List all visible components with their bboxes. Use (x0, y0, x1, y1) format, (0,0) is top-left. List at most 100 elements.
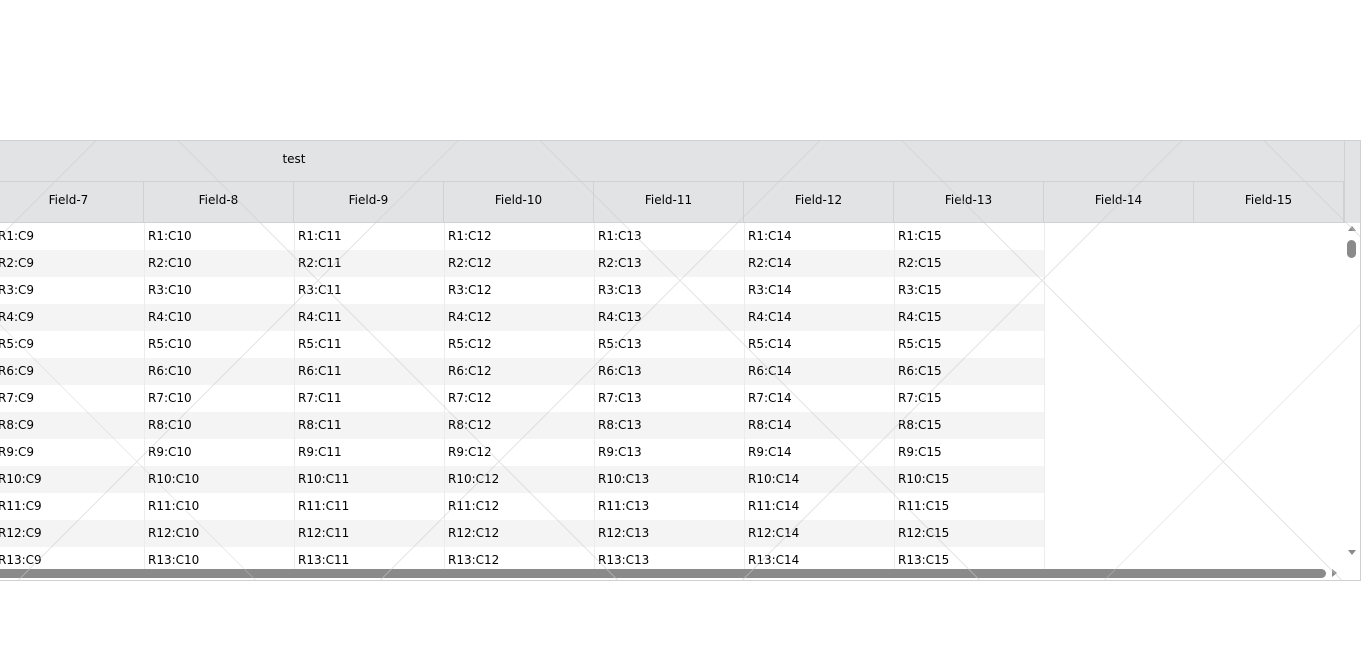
column-header-field-15[interactable]: Field-15 (1194, 182, 1344, 222)
table-cell[interactable]: R4:C12 (444, 304, 595, 331)
table-cell[interactable]: R4:C14 (744, 304, 895, 331)
table-cell[interactable]: R7:C15 (894, 385, 1045, 412)
table-cell[interactable]: R7:C12 (444, 385, 595, 412)
table-cell[interactable]: R1:C10 (144, 223, 295, 250)
table-row[interactable]: R12:C9 R12:C10 R12:C11 R12:C12 R12:C13 R12:C1… (0, 520, 1045, 547)
column-header-field-13[interactable]: Field-13 (894, 182, 1044, 222)
table-cell[interactable]: R4:C9 (0, 304, 145, 331)
table-cell[interactable]: R1:C13 (594, 223, 745, 250)
table-cell[interactable]: R4:C10 (144, 304, 295, 331)
scroll-up-icon[interactable] (1348, 226, 1356, 231)
table-cell[interactable]: R2:C13 (594, 250, 745, 277)
table-row[interactable]: R6:C9 R6:C10 R6:C11 R6:C12 R6:C13 R6:C14 R6:C1… (0, 358, 1045, 385)
table-cell[interactable]: R13:C10 (144, 547, 295, 569)
table-cell[interactable]: R3:C14 (744, 277, 895, 304)
table-cell[interactable]: R5:C10 (144, 331, 295, 358)
table-cell[interactable]: R1:C11 (294, 223, 445, 250)
table-cell[interactable]: R12:C15 (894, 520, 1045, 547)
table-cell[interactable]: R12:C11 (294, 520, 445, 547)
table-cell[interactable]: R12:C13 (594, 520, 745, 547)
table-cell[interactable]: R1:C9 (0, 223, 145, 250)
table-cell[interactable]: R12:C14 (744, 520, 895, 547)
table-cell[interactable]: R10:C12 (444, 466, 595, 493)
table-row[interactable]: R10:C9 R10:C10 R10:C11 R10:C12 R10:C13 R10:C1… (0, 466, 1045, 493)
table-cell[interactable]: R9:C14 (744, 439, 895, 466)
table-cell[interactable]: R8:C9 (0, 412, 145, 439)
table-cell[interactable]: R8:C11 (294, 412, 445, 439)
table-cell[interactable]: R10:C10 (144, 466, 295, 493)
table-cell[interactable]: R6:C12 (444, 358, 595, 385)
table-row[interactable]: R5:C9 R5:C10 R5:C11 R5:C12 R5:C13 R5:C14 R5:C1… (0, 331, 1045, 358)
table-cell[interactable]: R13:C15 (894, 547, 1045, 569)
table-row[interactable]: R4:C9 R4:C10 R4:C11 R4:C12 R4:C13 R4:C14 R4:C1… (0, 304, 1045, 331)
table-cell[interactable]: R8:C14 (744, 412, 895, 439)
table-cell[interactable]: R3:C12 (444, 277, 595, 304)
table-cell[interactable]: R10:C11 (294, 466, 445, 493)
table-cell[interactable]: R10:C14 (744, 466, 895, 493)
column-header-field-8[interactable]: Field-8 (144, 182, 294, 222)
vertical-scrollbar[interactable] (1344, 223, 1360, 569)
scroll-right-icon[interactable] (1332, 569, 1337, 577)
table-cell[interactable]: R5:C14 (744, 331, 895, 358)
column-header-field-9[interactable]: Field-9 (294, 182, 444, 222)
table-cell[interactable]: R7:C9 (0, 385, 145, 412)
table-cell[interactable]: R1:C14 (744, 223, 895, 250)
table-cell[interactable]: R10:C15 (894, 466, 1045, 493)
table-cell[interactable]: R8:C13 (594, 412, 745, 439)
scroll-down-icon[interactable] (1348, 550, 1356, 555)
table-cell[interactable]: R2:C12 (444, 250, 595, 277)
table-cell[interactable]: R6:C14 (744, 358, 895, 385)
table-cell[interactable]: R13:C13 (594, 547, 745, 569)
table-cell[interactable]: R5:C13 (594, 331, 745, 358)
table-cell[interactable]: R11:C13 (594, 493, 745, 520)
table-cell[interactable]: R2:C11 (294, 250, 445, 277)
table-cell[interactable]: R2:C10 (144, 250, 295, 277)
table-cell[interactable]: R11:C9 (0, 493, 145, 520)
table-cell[interactable]: R12:C9 (0, 520, 145, 547)
table-cell[interactable]: R5:C11 (294, 331, 445, 358)
table-cell[interactable]: R10:C9 (0, 466, 145, 493)
table-cell[interactable]: R7:C10 (144, 385, 295, 412)
table-cell[interactable]: R4:C13 (594, 304, 745, 331)
table-cell[interactable]: R7:C14 (744, 385, 895, 412)
table-cell[interactable]: R10:C13 (594, 466, 745, 493)
table-cell[interactable]: R6:C10 (144, 358, 295, 385)
table-cell[interactable]: R6:C9 (0, 358, 145, 385)
table-cell[interactable]: R9:C10 (144, 439, 295, 466)
table-cell[interactable]: R11:C14 (744, 493, 895, 520)
table-cell[interactable]: R2:C15 (894, 250, 1045, 277)
table-cell[interactable]: R4:C11 (294, 304, 445, 331)
table-row[interactable]: R13:C9 R13:C10 R13:C11 R13:C12 R13:C13 R13:C1… (0, 547, 1045, 569)
table-cell[interactable]: R2:C9 (0, 250, 145, 277)
table-cell[interactable]: R8:C12 (444, 412, 595, 439)
table-cell[interactable]: R8:C10 (144, 412, 295, 439)
table-cell[interactable]: R9:C13 (594, 439, 745, 466)
table-cell[interactable]: R13:C12 (444, 547, 595, 569)
table-row[interactable]: R11:C9 R11:C10 R11:C11 R11:C12 R11:C13 R11:C1… (0, 493, 1045, 520)
table-cell[interactable]: R9:C12 (444, 439, 595, 466)
table-cell[interactable]: R3:C9 (0, 277, 145, 304)
table-cell[interactable]: R12:C10 (144, 520, 295, 547)
table-cell[interactable]: R11:C11 (294, 493, 445, 520)
table-cell[interactable]: R3:C11 (294, 277, 445, 304)
table-cell[interactable]: R11:C12 (444, 493, 595, 520)
vertical-scroll-thumb[interactable] (1347, 240, 1356, 258)
table-cell[interactable]: R5:C12 (444, 331, 595, 358)
table-cell[interactable]: R5:C9 (0, 331, 145, 358)
table-cell[interactable]: R9:C9 (0, 439, 145, 466)
table-row[interactable]: R2:C9 R2:C10 R2:C11 R2:C12 R2:C13 R2:C14 R2:C1… (0, 250, 1045, 277)
table-cell[interactable]: R3:C15 (894, 277, 1045, 304)
table-cell[interactable]: R9:C15 (894, 439, 1045, 466)
table-cell[interactable]: R6:C13 (594, 358, 745, 385)
table-cell[interactable]: R6:C11 (294, 358, 445, 385)
table-cell[interactable]: R13:C14 (744, 547, 895, 569)
table-cell[interactable]: R8:C15 (894, 412, 1045, 439)
table-cell[interactable]: R1:C12 (444, 223, 595, 250)
table-cell[interactable]: R3:C10 (144, 277, 295, 304)
column-header-field-11[interactable]: Field-11 (594, 182, 744, 222)
table-cell[interactable]: R7:C11 (294, 385, 445, 412)
column-header-field-12[interactable]: Field-12 (744, 182, 894, 222)
table-cell[interactable]: R12:C12 (444, 520, 595, 547)
table-cell[interactable]: R9:C11 (294, 439, 445, 466)
column-header-field-10[interactable]: Field-10 (444, 182, 594, 222)
